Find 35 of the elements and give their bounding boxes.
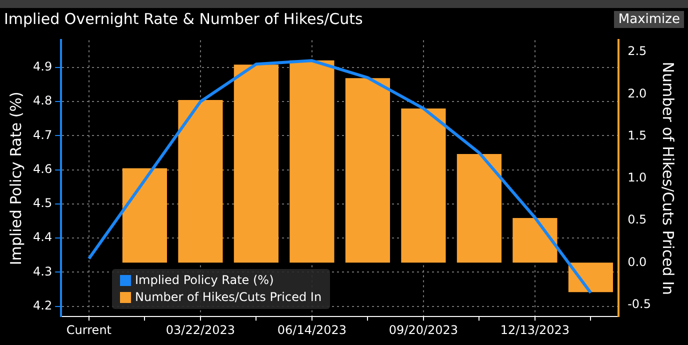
y2-tick-label: 1.0 (628, 170, 647, 185)
y-tick-label: 4.8 (32, 94, 52, 108)
y2-tick-label: 2.0 (628, 86, 647, 100)
y-tick-label: 4.9 (32, 60, 52, 74)
bar (234, 64, 279, 263)
legend-label: Implied Policy Rate (%) (135, 272, 274, 289)
y2-tick-label: 0.0 (628, 254, 647, 269)
bar (456, 154, 502, 263)
bar (122, 168, 168, 263)
y-axis-title: Implied Policy Rate (%) (6, 92, 25, 266)
y-tick-label: 4.5 (32, 196, 52, 210)
y2-tick-label: 1.5 (628, 128, 647, 142)
y2-axis-title: Number of Hikes/Cuts Priced In (659, 62, 678, 295)
x-tick-label: 06/14/2023 (277, 322, 347, 337)
text: Maximize (614, 10, 684, 28)
y-tick-label: 4.3 (32, 264, 52, 278)
chart-title: Implied Overnight Rate & Number of Hikes/Cuts (4, 10, 363, 28)
y-tick-label: 4.4 (32, 230, 52, 244)
x-tick-label: Current (66, 322, 112, 337)
bar (290, 60, 334, 263)
y2-tick-label: -0.5 (628, 296, 652, 311)
y-tick-label: 4.7 (32, 128, 52, 142)
y-tick-label: 4.2 (32, 298, 52, 312)
bar (401, 108, 446, 263)
bar (568, 262, 614, 292)
bar (512, 218, 558, 263)
x-tick-label: 09/20/2023 (388, 322, 458, 337)
bar (178, 100, 223, 263)
y2-tick-label: 2.5 (628, 44, 647, 58)
bar (345, 78, 390, 263)
y-tick-label: 4.6 (32, 162, 52, 176)
x-tick-label: 03/22/2023 (166, 322, 236, 337)
y2-tick-label: 0.5 (628, 212, 647, 227)
legend-label: Number of Hikes/Cuts Priced In (135, 289, 322, 306)
x-tick-label: 12/13/2023 (500, 322, 570, 337)
